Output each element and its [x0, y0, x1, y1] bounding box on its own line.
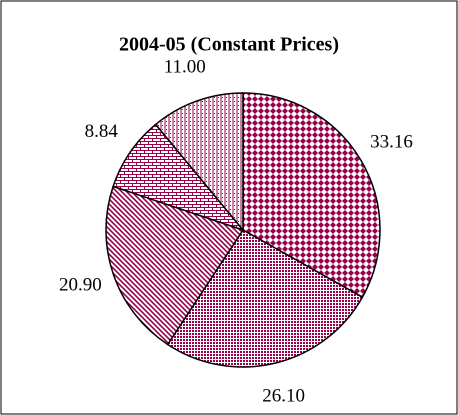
- pie-slice: [242, 92, 381, 299]
- pie-slice: [166, 229, 364, 368]
- data-label: 8.84: [85, 121, 119, 142]
- data-label: 26.10: [262, 386, 305, 407]
- data-label: 11.00: [164, 57, 206, 78]
- pie-slice: [105, 185, 245, 346]
- pie-slice: [154, 92, 244, 233]
- data-label: 33.16: [370, 132, 413, 153]
- chart-title: 2004-05 (Constant Prices): [119, 34, 339, 56]
- data-label: 20.90: [59, 274, 102, 295]
